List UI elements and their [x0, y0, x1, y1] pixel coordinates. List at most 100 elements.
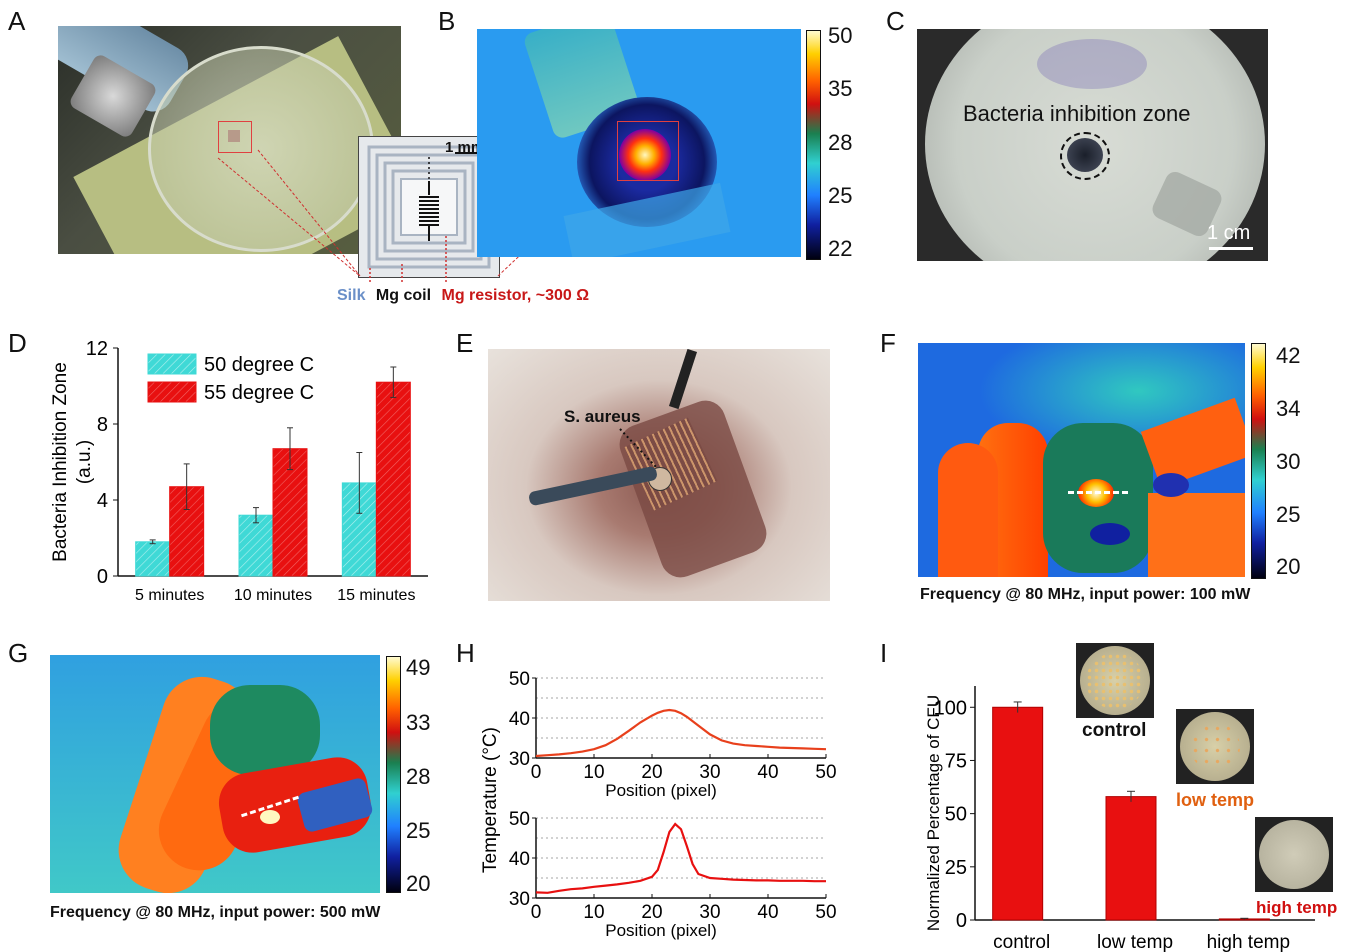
d-y-tick-label: 4 [97, 490, 108, 512]
d-y-tick-label: 8 [97, 414, 108, 436]
f-tick-4: 25 [1276, 502, 1301, 527]
coil-inset-drawing [367, 145, 491, 269]
chart-d: 0 4 8 12 5 minutes 10 minutes 15 minutes Bacter… [50, 338, 428, 604]
g-colorbar [386, 656, 401, 893]
d-x-tick-label: 5 minutes [135, 587, 204, 604]
h-y-axis-label: Temperature (°C) [480, 727, 501, 873]
h-x-tick-label: 30 [699, 902, 720, 923]
a-scale-label: 1 mm [445, 139, 485, 156]
thermal-image-f [918, 343, 1245, 577]
d-legend-swatch [147, 353, 197, 375]
panel-label-b: B [438, 6, 456, 36]
mg-coil-label: Mg coil [375, 287, 432, 304]
b-tick-1: 50 [828, 23, 853, 48]
h-y-tick-label: 30 [509, 889, 530, 910]
c-zone-label: Bacteria inhibition zone [963, 101, 1191, 126]
b-colorbar [806, 30, 821, 260]
i-y-tick-label: 25 [945, 857, 967, 879]
panel-label-a: A [8, 6, 26, 36]
panel-label-g: G [8, 638, 29, 668]
panel-label-f: F [880, 328, 896, 358]
b-tick-5: 22 [828, 236, 853, 261]
h-x-tick-label: 20 [641, 902, 662, 923]
g-caption: Frequency @ 80 MHz, input power: 500 mW [50, 904, 381, 921]
i-bar [992, 706, 1044, 921]
panel-label-h: H [456, 638, 475, 668]
f-tick-5: 20 [1276, 554, 1301, 579]
thermal-image-g [50, 655, 380, 893]
d-bar [375, 381, 411, 577]
mg-resistor-label: Mg resistor, ~300 Ω [441, 287, 590, 304]
mouse-implant-photo: S. aureus [488, 349, 830, 601]
i-y-tick-label: 0 [956, 910, 967, 932]
g-tick-2: 33 [406, 710, 431, 735]
e-annotation: S. aureus [564, 407, 641, 426]
g-tick-1: 49 [406, 655, 431, 680]
chart-i: 0 25 50 75 100 control low temp high temp Normal… [925, 686, 1315, 952]
d-bar [135, 541, 171, 577]
h-x-tick-label: 10 [583, 902, 604, 923]
a-legend: Silk Mg coil Mg resistor, ~300 Ω [337, 287, 589, 305]
h-x-tick-label: 50 [815, 902, 836, 923]
d-y-tick-label: 12 [86, 338, 108, 360]
i-y-tick-label: 75 [945, 750, 967, 772]
f-tick-1: 42 [1276, 343, 1301, 368]
i-photo-label-low-temp: low temp [1176, 790, 1255, 810]
c-scale-bar [1209, 247, 1253, 250]
plate-photo-control [1076, 643, 1154, 718]
h-x-tick-label: 20 [641, 762, 662, 783]
h-x-tick-label: 40 [757, 762, 778, 783]
panel-label-c: C [886, 6, 905, 36]
h-y-tick-label: 50 [509, 809, 530, 830]
thermal-image-dish [477, 29, 801, 257]
f-colorbar [1251, 343, 1266, 579]
d-bar [238, 514, 274, 577]
h-x-tick-label: 0 [531, 902, 542, 923]
i-y-axis-label: Normalized Percentage of CFU [925, 695, 943, 931]
plate-photo-high-temp [1255, 817, 1333, 892]
d-x-tick-label: 15 minutes [337, 587, 415, 604]
b-tick-3: 28 [828, 130, 853, 155]
h-series-line [535, 708, 827, 758]
agar-plate-photo: Bacteria inhibition zone 1 cm [917, 29, 1268, 261]
h-x-tick-label: 50 [815, 762, 836, 783]
i-y-tick-label: 100 [934, 697, 967, 719]
d-legend-swatch [147, 381, 197, 403]
panel-label-i: I [880, 638, 888, 668]
h-x-tick-label: 40 [757, 902, 778, 923]
d-y-axis-label: Bacteria Inhibition Zone (a.u.) [50, 362, 95, 562]
h-x-tick-label: 10 [583, 762, 604, 783]
b-tick-4: 25 [828, 183, 853, 208]
h-x-axis-label: Position (pixel) [605, 921, 717, 940]
h-y-tick-label: 50 [509, 669, 530, 690]
g-tick-5: 20 [406, 871, 431, 896]
d-x-tick-label: 10 minutes [234, 587, 312, 604]
panel-label-d: D [8, 328, 27, 358]
i-photo-label-high-temp: high temp [1256, 898, 1338, 917]
g-tick-4: 25 [406, 818, 431, 843]
b-tick-2: 35 [828, 76, 853, 101]
silk-label: Silk [337, 287, 366, 304]
f-caption: Frequency @ 80 MHz, input power: 100 mW [920, 586, 1251, 603]
petri-dish-device-photo [58, 26, 401, 254]
h-x-tick-label: 0 [531, 762, 542, 783]
i-photo-label-control: control [1082, 720, 1147, 741]
i-x-tick-label: control [993, 932, 1050, 952]
f-tick-2: 34 [1276, 396, 1301, 421]
h-x-tick-label: 30 [699, 762, 720, 783]
panel-label-e: E [456, 328, 474, 358]
h-x-axis-label: Position (pixel) [605, 781, 717, 800]
g-tick-3: 28 [406, 764, 431, 789]
coil-inset: 1 mm [358, 136, 500, 278]
i-y-tick-label: 50 [945, 804, 967, 826]
h-y-tick-label: 30 [509, 749, 530, 770]
i-x-tick-label: high temp [1207, 932, 1290, 952]
i-x-tick-label: low temp [1097, 932, 1173, 952]
d-y-tick-label: 0 [97, 566, 108, 588]
plate-photo-low-temp [1176, 709, 1254, 784]
d-legend-label: 50 degree C [204, 354, 314, 376]
f-tick-3: 30 [1276, 449, 1301, 474]
d-legend-label: 55 degree C [204, 382, 314, 404]
i-bar [1105, 796, 1157, 921]
h-series-line [535, 822, 826, 894]
